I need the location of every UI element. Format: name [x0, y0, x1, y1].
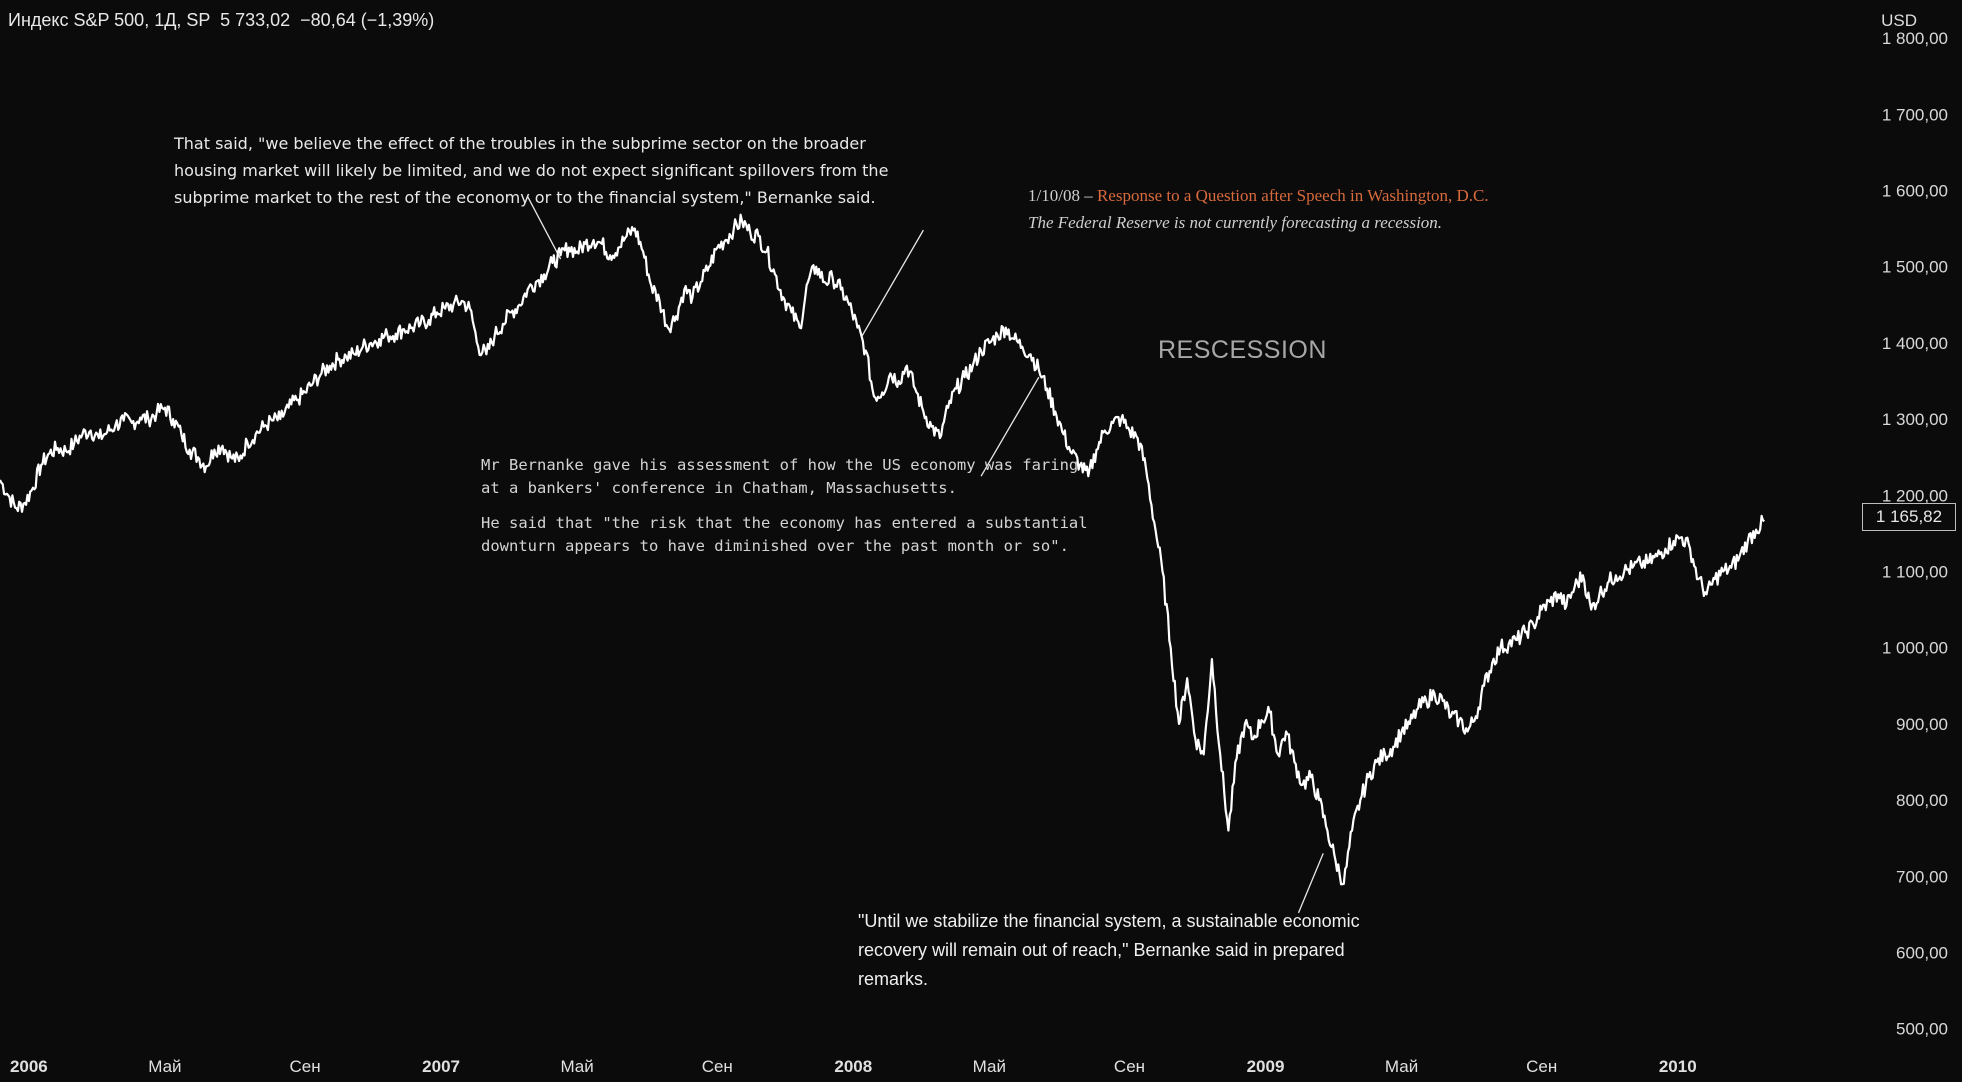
y-tick-label: 900,00: [1896, 715, 1948, 734]
currency-label[interactable]: USD: [1881, 11, 1917, 30]
y-tick-label: 1 400,00: [1882, 334, 1948, 353]
stabilize-text: "Until we stabilize the financial system…: [858, 911, 1360, 989]
y-tick-label: 1 800,00: [1882, 29, 1948, 48]
annotation-stabilize: "Until we stabilize the financial system…: [858, 907, 1418, 994]
recession-label: RESCESSION: [1158, 336, 1327, 364]
chatham-text-2: He said that "the risk that the economy …: [481, 514, 1088, 555]
x-tick-label: 2006: [10, 1057, 48, 1076]
spillover-text: That said, "we believe the effect of the…: [174, 134, 889, 207]
x-tick-label: Май: [148, 1057, 181, 1076]
spillover-pointer: [527, 196, 562, 260]
annotation-spillover: That said, "we believe the effect of the…: [174, 130, 894, 211]
chatham-text-1: Mr Bernanke gave his assessment of how t…: [481, 456, 1079, 497]
response-pointer: [860, 229, 924, 338]
y-tick-label: 1 000,00: [1882, 639, 1948, 658]
annotation-lines: [527, 196, 1324, 914]
response-date: 1/10/08 –: [1028, 186, 1097, 205]
y-tick-label: 1 100,00: [1882, 562, 1948, 581]
x-tick-label: Сен: [1526, 1057, 1557, 1076]
x-tick-label: Май: [560, 1057, 593, 1076]
y-axis: 1 800,00 1 700,00 1 600,00 1 500,00 1 400,00…: [1882, 29, 1948, 1039]
x-tick-label: 2007: [422, 1057, 460, 1076]
y-tick-label: 700,00: [1896, 867, 1948, 886]
symbol-header[interactable]: Индекс S&P 500, 1Д, SP 5 733,02 −80,64 (…: [8, 10, 435, 30]
y-tick-label: 1 500,00: [1882, 258, 1948, 277]
x-tick-label: Май: [973, 1057, 1006, 1076]
x-tick-label: 2009: [1247, 1057, 1285, 1076]
x-tick-label: Сен: [702, 1057, 733, 1076]
x-tick-label: Сен: [289, 1057, 320, 1076]
y-tick-label: 500,00: [1896, 1020, 1948, 1039]
response-title: Response to a Question after Speech in W…: [1096, 186, 1489, 205]
stabilize-pointer: [1297, 853, 1324, 914]
annotation-response: 1/10/08 – Response to a Question after S…: [1028, 182, 1668, 236]
response-quote: The Federal Reserve is not currently for…: [1028, 213, 1443, 232]
y-tick-label: 1 200,00: [1882, 486, 1948, 505]
x-tick-label: 2010: [1659, 1057, 1697, 1076]
x-axis: 2006 Май Сен 2007 Май Сен 2008 Май Сен 2009 Май Сен…: [10, 1057, 1697, 1076]
last-price-badge: 1 165,82: [1862, 503, 1956, 531]
y-tick-label: 800,00: [1896, 791, 1948, 810]
price-line: [0, 213, 1765, 886]
annotation-chatham: Mr Bernanke gave his assessment of how t…: [481, 454, 1101, 558]
x-tick-label: 2008: [834, 1057, 872, 1076]
chatham-pointer: [980, 376, 1040, 477]
y-tick-label: 1 600,00: [1882, 181, 1948, 200]
y-tick-label: 1 700,00: [1882, 105, 1948, 124]
x-tick-label: Сен: [1114, 1057, 1145, 1076]
y-tick-label: 1 300,00: [1882, 410, 1948, 429]
y-tick-label: 600,00: [1896, 943, 1948, 962]
x-tick-label: Май: [1385, 1057, 1418, 1076]
